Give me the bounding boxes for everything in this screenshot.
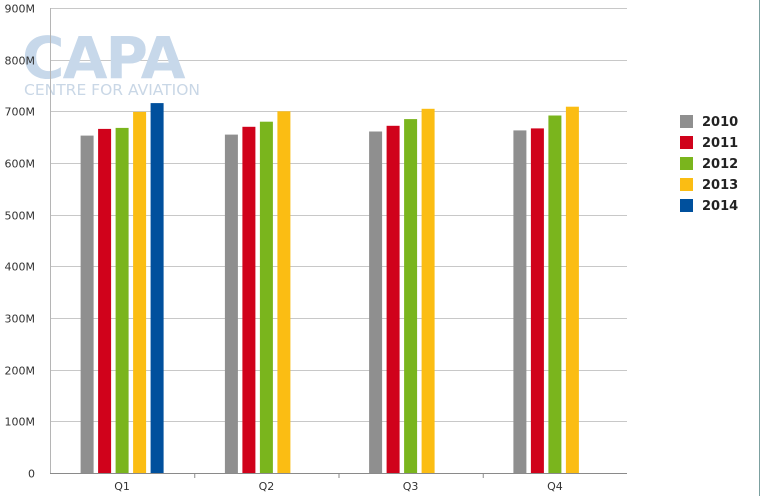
y-tick-label: 600M [5, 158, 36, 171]
y-tick-label: 300M [5, 313, 36, 326]
y-tick-label: 700M [5, 106, 36, 119]
legend-label-2013: 2013 [702, 178, 738, 193]
y-tick-label: 800M [5, 55, 36, 68]
watermark-tagline: CENTRE FOR AVIATION [24, 81, 200, 99]
bar-2012-q2 [259, 121, 273, 473]
bar-2010-q3 [369, 131, 383, 473]
legend-label-2012: 2012 [702, 157, 738, 172]
bar-2011-q4 [530, 128, 544, 473]
y-tick-label: 900M [5, 3, 36, 16]
bar-2012-q1 [115, 127, 129, 474]
legend-label-2010: 2010 [702, 115, 738, 130]
bars [80, 103, 579, 474]
y-tick-label: 100M [5, 416, 36, 429]
y-tick-label: 0 [28, 468, 35, 481]
watermark-brand: CAPA [22, 24, 186, 92]
bar-2013-q4 [565, 106, 579, 473]
bar-2013-q1 [133, 111, 147, 474]
legend-label-2014: 2014 [702, 199, 738, 214]
grid-lines [50, 8, 627, 422]
capa-watermark: CAPA CENTRE FOR AVIATION [22, 24, 200, 99]
legend-swatch-2014 [680, 199, 693, 212]
bar-2011-q3 [386, 125, 400, 474]
bar-2013-q3 [421, 108, 435, 474]
x-tick-label: Q4 [547, 480, 563, 493]
x-tick-label: Q1 [114, 480, 130, 493]
bar-2012-q3 [404, 119, 418, 473]
bar-2012-q4 [548, 115, 562, 473]
bar-2010-q4 [513, 130, 527, 473]
x-tick-label: Q3 [403, 480, 419, 493]
legend: 2010 2011 2012 2013 2014 [680, 115, 738, 214]
axes: 0 100M 200M 300M 400M 500M 600M 700M 800M 900M Q1 Q… [5, 3, 627, 493]
bar-2014-q1 [150, 103, 164, 473]
bar-2011-q1 [98, 128, 112, 473]
bar-2010-q2 [224, 134, 238, 473]
legend-label-2011: 2011 [702, 136, 738, 151]
bar-2010-q1 [80, 135, 94, 473]
x-tick-label: Q2 [259, 480, 275, 493]
legend-swatch-2011 [680, 136, 693, 149]
legend-swatch-2010 [680, 115, 693, 128]
y-tick-label: 500M [5, 210, 36, 223]
legend-swatch-2013 [680, 178, 693, 191]
bar-2011-q2 [242, 126, 256, 474]
bar-2013-q2 [277, 111, 291, 474]
y-tick-label: 200M [5, 365, 36, 378]
y-tick-label: 400M [5, 261, 36, 274]
legend-swatch-2012 [680, 157, 693, 170]
